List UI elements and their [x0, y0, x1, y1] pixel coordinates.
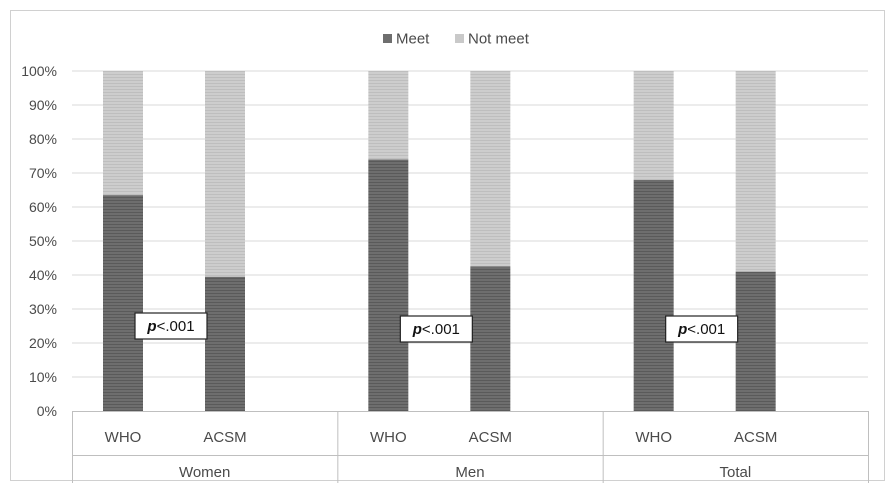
- x-group-label-men: Men: [455, 464, 484, 481]
- bar-not-meet-men-acsm: [470, 71, 511, 267]
- legend-swatch-meet: [383, 34, 392, 43]
- y-tick-label: 40%: [29, 267, 57, 283]
- legend-label-not-meet: Not meet: [468, 31, 530, 48]
- y-tick-label: 0%: [37, 403, 57, 419]
- y-tick-label: 50%: [29, 233, 57, 249]
- p-value-box: [134, 312, 208, 340]
- p-value-box: [665, 315, 739, 343]
- p-value-text: p<.001: [146, 318, 194, 335]
- bar-meet-women-who: [103, 195, 143, 411]
- bar-meet-men-who: [368, 159, 409, 411]
- x-group-label-women: Women: [179, 464, 230, 481]
- x-axis: WHO ACSM Women WHO ACSM Men WHO ACSM Total: [72, 411, 869, 483]
- bar-not-meet-men-who: [368, 71, 409, 160]
- x-tick-label: ACSM: [469, 429, 512, 446]
- x-tick-label: ACSM: [734, 429, 777, 446]
- p-value-text: p<.001: [677, 321, 725, 338]
- y-tick-label: 10%: [29, 369, 57, 385]
- bar-not-meet-total-who: [633, 71, 674, 180]
- y-tick-label: 100%: [21, 63, 57, 79]
- x-group-label-total: Total: [719, 464, 751, 481]
- bar-meet-total-who: [633, 179, 674, 411]
- y-tick-label: 30%: [29, 301, 57, 317]
- x-tick-label: WHO: [635, 429, 672, 446]
- bar-not-meet-total-acsm: [735, 71, 776, 272]
- p-value-prefix: p: [677, 321, 687, 338]
- bars: [103, 71, 776, 411]
- bar-meet-women-acsm: [205, 276, 245, 411]
- y-axis: 0% 10% 20% 30% 40% 50% 60% 70% 80% 90% 100%: [21, 63, 57, 419]
- bar-meet-men-acsm: [470, 266, 511, 411]
- legend-label-meet: Meet: [396, 31, 430, 48]
- y-tick-label: 70%: [29, 165, 57, 181]
- x-tick-label: ACSM: [203, 429, 246, 446]
- y-tick-label: 60%: [29, 199, 57, 215]
- y-tick-label: 80%: [29, 131, 57, 147]
- p-value-annotation-women: p<.001: [134, 312, 208, 340]
- p-value-prefix: p: [412, 321, 422, 338]
- p-value-box: [399, 315, 473, 343]
- p-value-threshold: <.001: [157, 318, 195, 335]
- bar-not-meet-women-who: [103, 71, 143, 196]
- x-tick-label: WHO: [105, 429, 142, 446]
- legend: Meet Not meet: [383, 31, 530, 48]
- x-tick-label: WHO: [370, 429, 407, 446]
- p-value-annotation-total: p<.001: [665, 315, 739, 343]
- legend-swatch-not-meet: [455, 34, 464, 43]
- annotations: p<.001 p<.001 p<.001: [134, 312, 739, 343]
- y-tick-label: 20%: [29, 335, 57, 351]
- y-tick-label: 90%: [29, 97, 57, 113]
- p-value-prefix: p: [146, 318, 156, 335]
- p-value-text: p<.001: [412, 321, 460, 338]
- p-value-threshold: <.001: [422, 321, 460, 338]
- bar-not-meet-women-acsm: [205, 71, 245, 277]
- p-value-annotation-men: p<.001: [399, 315, 473, 343]
- bar-meet-total-acsm: [735, 271, 776, 411]
- gridlines: [72, 70, 868, 378]
- p-value-threshold: <.001: [687, 321, 725, 338]
